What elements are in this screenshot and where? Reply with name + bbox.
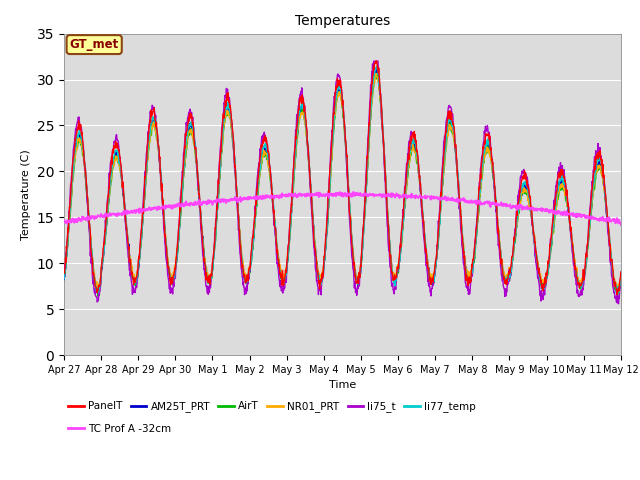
Y-axis label: Temperature (C): Temperature (C) <box>21 149 31 240</box>
Legend: TC Prof A -32cm: TC Prof A -32cm <box>64 420 175 438</box>
Text: GT_met: GT_met <box>70 38 119 51</box>
X-axis label: Time: Time <box>329 381 356 390</box>
Title: Temperatures: Temperatures <box>295 14 390 28</box>
